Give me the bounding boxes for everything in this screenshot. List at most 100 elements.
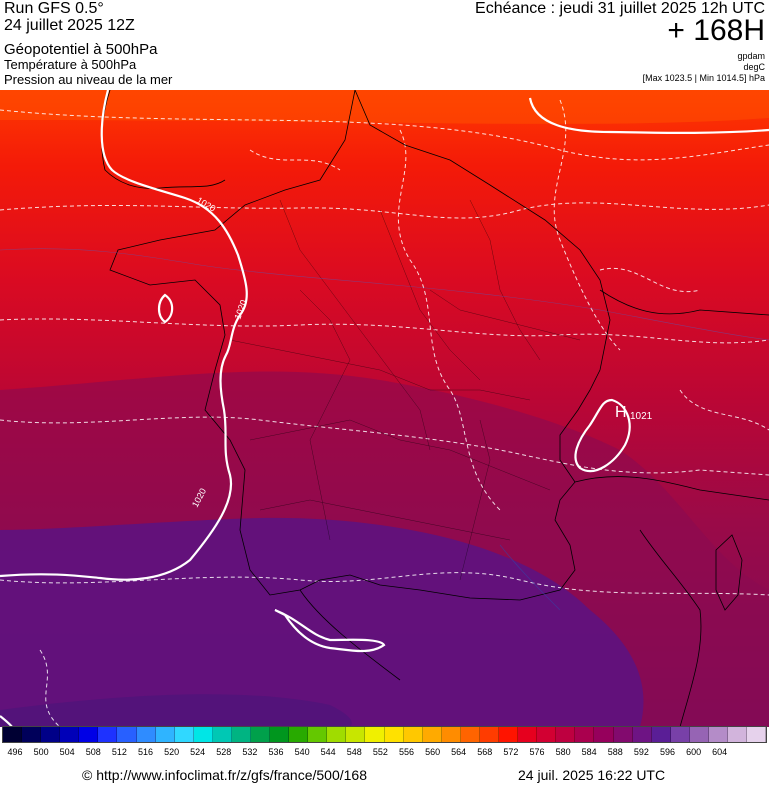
color-scale-label: 532 — [242, 747, 258, 757]
graticule-line — [0, 248, 769, 341]
color-scale-label: 572 — [503, 747, 519, 757]
color-scale-swatch — [594, 727, 614, 742]
run-date: 24 juillet 2025 12Z — [4, 17, 135, 34]
color-scale-label: 576 — [529, 747, 545, 757]
color-scale-label: 592 — [633, 747, 649, 757]
unit-temperature: degC — [743, 62, 765, 72]
band-600 — [0, 694, 352, 727]
country-borders — [101, 90, 769, 727]
field-temperature: Température à 500hPa — [4, 57, 137, 72]
color-scale-label: 604 — [712, 747, 728, 757]
color-scale-label: 544 — [320, 747, 336, 757]
band-596 — [0, 517, 644, 727]
isobar-1020-north — [528, 97, 769, 134]
color-scale-swatch — [251, 727, 271, 742]
color-scale-label: 524 — [190, 747, 206, 757]
color-scale-label: 516 — [137, 747, 154, 757]
color-scale-swatch — [479, 727, 500, 742]
unit-geopotential: gpdam — [737, 51, 765, 61]
color-scale-label: 536 — [268, 747, 284, 757]
color-scale-swatch — [499, 727, 519, 742]
color-scale-label: 556 — [398, 747, 415, 757]
footer-source-url[interactable]: © http://www.infoclimat.fr/z/gfs/france/… — [82, 767, 367, 783]
color-scale-swatch — [575, 727, 595, 742]
color-scale-swatch — [384, 727, 404, 742]
map-canvas: 1020 1020 1020 H 1021 — [0, 90, 769, 727]
pressure-range: [Max 1023.5 | Min 1014.5] hPa — [642, 73, 765, 83]
color-scale-swatch — [3, 727, 23, 742]
color-scale-swatch — [79, 727, 99, 742]
color-scale-swatch — [308, 727, 328, 742]
color-scale-labels: 496 500 504 508 512 516 520 524 528 532 536 540 544 5… — [0, 747, 769, 759]
color-scale-swatch — [727, 727, 748, 742]
color-scale-swatch — [556, 727, 576, 742]
forecast-validity: Echéance : jeudi 31 juillet 2025 12h UTC — [475, 0, 765, 17]
color-scale-label: 560 — [425, 747, 441, 757]
color-scale-swatch — [365, 727, 385, 742]
color-scale-swatch — [231, 727, 252, 742]
color-scale-label: 584 — [581, 747, 597, 757]
color-scale-label: 600 — [686, 747, 702, 757]
color-scale-label: 512 — [111, 747, 127, 757]
color-scale-legend: 496 500 504 508 512 516 520 524 528 532 536 540 544 5… — [0, 726, 769, 762]
color-scale-swatch — [537, 727, 557, 742]
forecast-hour: + 168H — [667, 14, 765, 47]
color-scale-swatch — [212, 727, 232, 742]
color-scale-swatch — [441, 727, 461, 742]
high-pressure-marker: H — [615, 404, 627, 421]
color-scale-label: 540 — [294, 747, 310, 757]
color-scale-label: 496 — [7, 747, 23, 757]
field-geopotential: Géopotentiel à 500hPa — [4, 41, 158, 58]
color-scale-label: 564 — [451, 747, 467, 757]
color-scale-swatch — [632, 727, 652, 742]
color-scale-label: 596 — [659, 747, 676, 757]
color-scale-label: 580 — [555, 747, 571, 757]
field-pressure: Pression au niveau de la mer — [4, 72, 173, 87]
river-line — [499, 544, 561, 611]
color-scale-swatch — [327, 727, 347, 742]
region-borders — [229, 199, 581, 581]
color-scale-swatch — [98, 727, 118, 742]
temperature-isotherms — [0, 99, 769, 727]
color-scale-swatch — [41, 727, 61, 742]
color-scale-swatch — [708, 727, 728, 742]
weather-map: 1020 1020 1020 H 1021 — [0, 90, 769, 727]
color-scale-label: 552 — [372, 747, 388, 757]
run-title: Run GFS 0.5° — [4, 0, 104, 17]
color-scale-swatch — [518, 727, 538, 742]
color-scale-label: 548 — [346, 747, 362, 757]
color-scale-swatch — [155, 727, 175, 742]
footer-generated-date: 24 juil. 2025 16:22 UTC — [518, 767, 666, 783]
color-scale-swatch — [670, 727, 690, 742]
color-scale-swatch — [117, 727, 137, 742]
color-scale-swatch — [136, 727, 156, 742]
color-scale-swatch — [174, 727, 194, 742]
color-scale-swatch — [689, 727, 709, 742]
color-scale-label: 568 — [477, 747, 493, 757]
color-scale-label: 528 — [216, 747, 232, 757]
color-scale-label: 588 — [607, 747, 623, 757]
color-scale-swatch — [289, 727, 309, 742]
color-scale-swatch — [422, 727, 442, 742]
color-scale-swatch — [747, 727, 767, 742]
isobar-1020-loop — [157, 293, 174, 324]
color-scale-swatch — [346, 727, 366, 742]
color-scale-swatch — [403, 727, 423, 742]
isobar-1020-main — [0, 90, 248, 581]
color-scale-swatch — [651, 727, 671, 742]
color-scale-swatch — [460, 727, 480, 742]
color-scale-label: 508 — [85, 747, 101, 757]
color-scale-label: 504 — [59, 747, 75, 757]
color-scale-swatch — [60, 727, 80, 742]
band-576 — [0, 90, 769, 124]
high-pressure-value: 1021 — [630, 411, 653, 422]
color-scale-swatch — [270, 727, 290, 742]
color-scale-bar — [2, 726, 767, 743]
color-scale-swatch — [22, 727, 42, 742]
color-scale-label: 520 — [164, 747, 180, 757]
isobar-1021-high — [574, 398, 631, 473]
isobar-1020-south — [274, 608, 386, 653]
color-scale-label: 500 — [33, 747, 49, 757]
color-scale-swatch — [193, 727, 213, 742]
color-scale-swatch — [613, 727, 633, 742]
